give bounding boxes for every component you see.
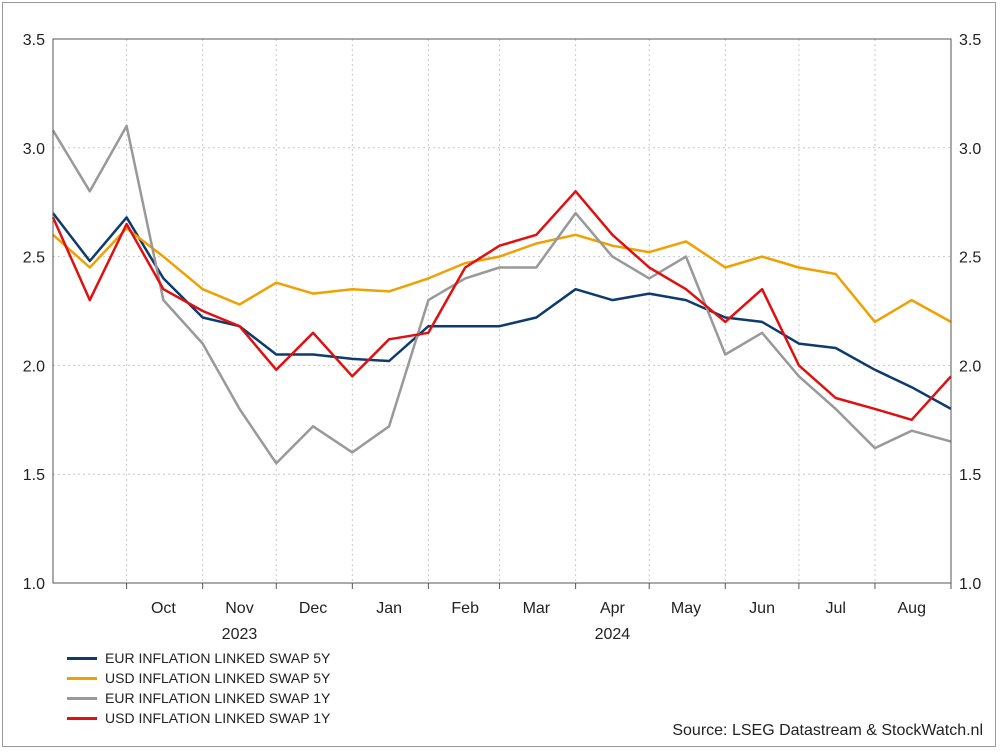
x-tick-label: Apr bbox=[600, 600, 626, 617]
grid-lines bbox=[53, 39, 951, 583]
y-tick-label-right: 3.0 bbox=[959, 141, 981, 158]
series-line bbox=[51, 190, 952, 422]
y-tick-label-right: 1.0 bbox=[959, 576, 981, 593]
legend-label: USD INFLATION LINKED SWAP 1Y bbox=[105, 710, 331, 726]
legend-swatch bbox=[67, 676, 97, 680]
series-line bbox=[52, 227, 952, 324]
source-note: Source: LSEG Datastream & StockWatch.nl bbox=[672, 722, 983, 739]
axes: 1.0 1.0 1.5 1.5 2.0 2.0 2.5 2.5 3.0 3.0 3.5 3.5 Oct N… bbox=[23, 32, 982, 643]
plot-border bbox=[52, 38, 952, 584]
year-label: 2024 bbox=[595, 626, 631, 643]
legend-label: USD INFLATION LINKED SWAP 5Y bbox=[105, 670, 331, 686]
legend-label: EUR INFLATION LINKED SWAP 5Y bbox=[105, 650, 331, 666]
x-tick-label: Nov bbox=[225, 600, 253, 617]
x-tick-label: Dec bbox=[299, 600, 327, 617]
x-tick-label: Mar bbox=[523, 600, 551, 617]
legend-item: USD INFLATION LINKED SWAP 5Y bbox=[67, 668, 330, 688]
y-tick-label-right: 2.5 bbox=[959, 250, 981, 267]
legend-item: EUR INFLATION LINKED SWAP 5Y bbox=[67, 648, 330, 668]
legend-swatch bbox=[67, 696, 97, 700]
legend-label: EUR INFLATION LINKED SWAP 1Y bbox=[105, 690, 331, 706]
x-tick-label: Oct bbox=[151, 600, 176, 617]
legend-swatch bbox=[67, 656, 97, 660]
year-label: 2023 bbox=[222, 626, 258, 643]
x-tick-label: Feb bbox=[451, 600, 479, 617]
y-tick-label-left: 1.0 bbox=[23, 576, 45, 593]
y-tick-label-left: 2.5 bbox=[23, 250, 45, 267]
y-tick-label-right: 1.5 bbox=[959, 467, 981, 484]
y-tick-label-right: 3.5 bbox=[959, 32, 981, 49]
y-tick-label-left: 1.5 bbox=[23, 467, 45, 484]
series-line bbox=[51, 124, 952, 465]
series-lines bbox=[51, 124, 952, 465]
x-tick-label: Jul bbox=[825, 600, 845, 617]
x-tick-label: May bbox=[671, 600, 701, 617]
y-tick-label-right: 2.0 bbox=[959, 358, 981, 375]
x-tick-label: Aug bbox=[898, 600, 926, 617]
y-tick-label-left: 3.0 bbox=[23, 141, 45, 158]
y-tick-label-left: 3.5 bbox=[23, 32, 45, 49]
legend-swatch bbox=[67, 716, 97, 720]
x-tick-label: Jan bbox=[376, 600, 402, 617]
x-tick-label: Jun bbox=[749, 600, 775, 617]
legend-item: EUR INFLATION LINKED SWAP 1Y bbox=[67, 688, 330, 708]
y-tick-label-left: 2.0 bbox=[23, 358, 45, 375]
legend: EUR INFLATION LINKED SWAP 5Y USD INFLATI… bbox=[67, 648, 330, 728]
legend-item: USD INFLATION LINKED SWAP 1Y bbox=[67, 708, 330, 728]
line-chart: 1.0 1.0 1.5 1.5 2.0 2.0 2.5 2.5 3.0 3.0 3.5 3.5 Oct N… bbox=[23, 32, 982, 643]
series-line bbox=[52, 212, 952, 410]
